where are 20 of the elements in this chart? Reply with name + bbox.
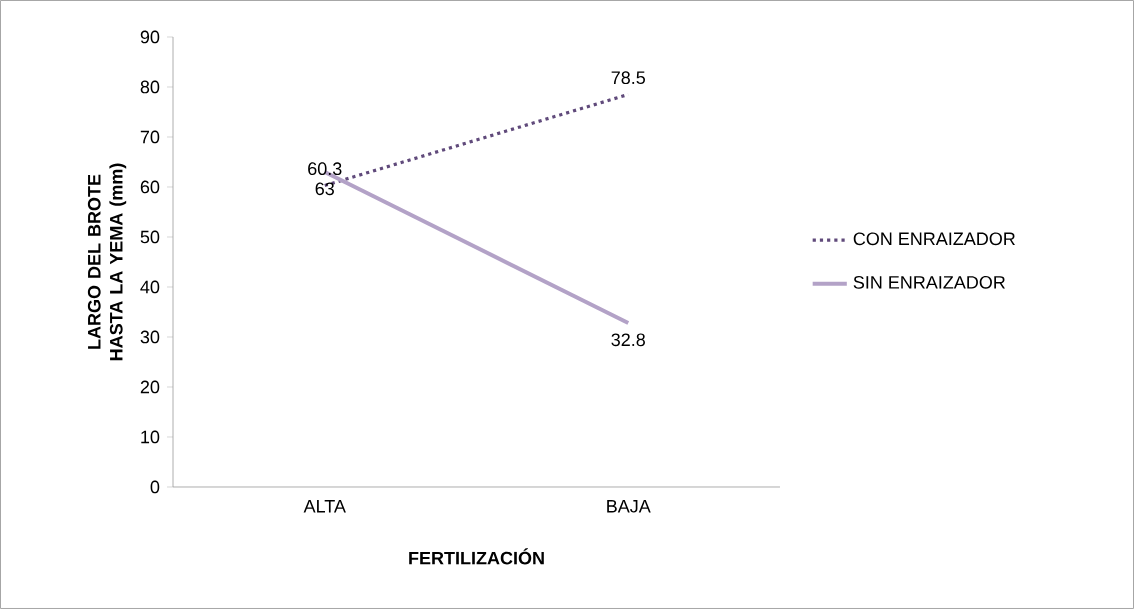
data-label: 32.8	[611, 333, 645, 347]
x-tick-label: BAJA	[607, 500, 651, 513]
y-tick-label: 60	[140, 180, 160, 194]
y-tick-label: 80	[140, 80, 160, 94]
data-label: 60.3	[308, 162, 342, 176]
y-tick-label: 30	[140, 330, 160, 344]
data-label: 78.5	[611, 71, 646, 85]
x-axis-title: FERTILIZACIÓN	[409, 548, 544, 565]
y-tick-label: 40	[140, 280, 160, 294]
legend-label: SIN ENRAIZADOR	[853, 275, 1005, 289]
y-tick-label: 70	[140, 130, 160, 144]
y-tick-label: 0	[150, 480, 160, 494]
y-tick-label: 10	[141, 430, 160, 444]
y-axis-title: LARGO DEL BROTE HASTA LA YEMA (mm)	[87, 163, 127, 361]
y-tick-label: 20	[140, 380, 160, 394]
x-tick-label: ALTA	[303, 500, 346, 513]
data-label: 63	[315, 182, 334, 196]
legend-label: CON ENRAIZADOR	[853, 232, 1015, 246]
y-tick-label: 50	[140, 230, 160, 244]
y-tick-label: 90	[140, 30, 160, 44]
